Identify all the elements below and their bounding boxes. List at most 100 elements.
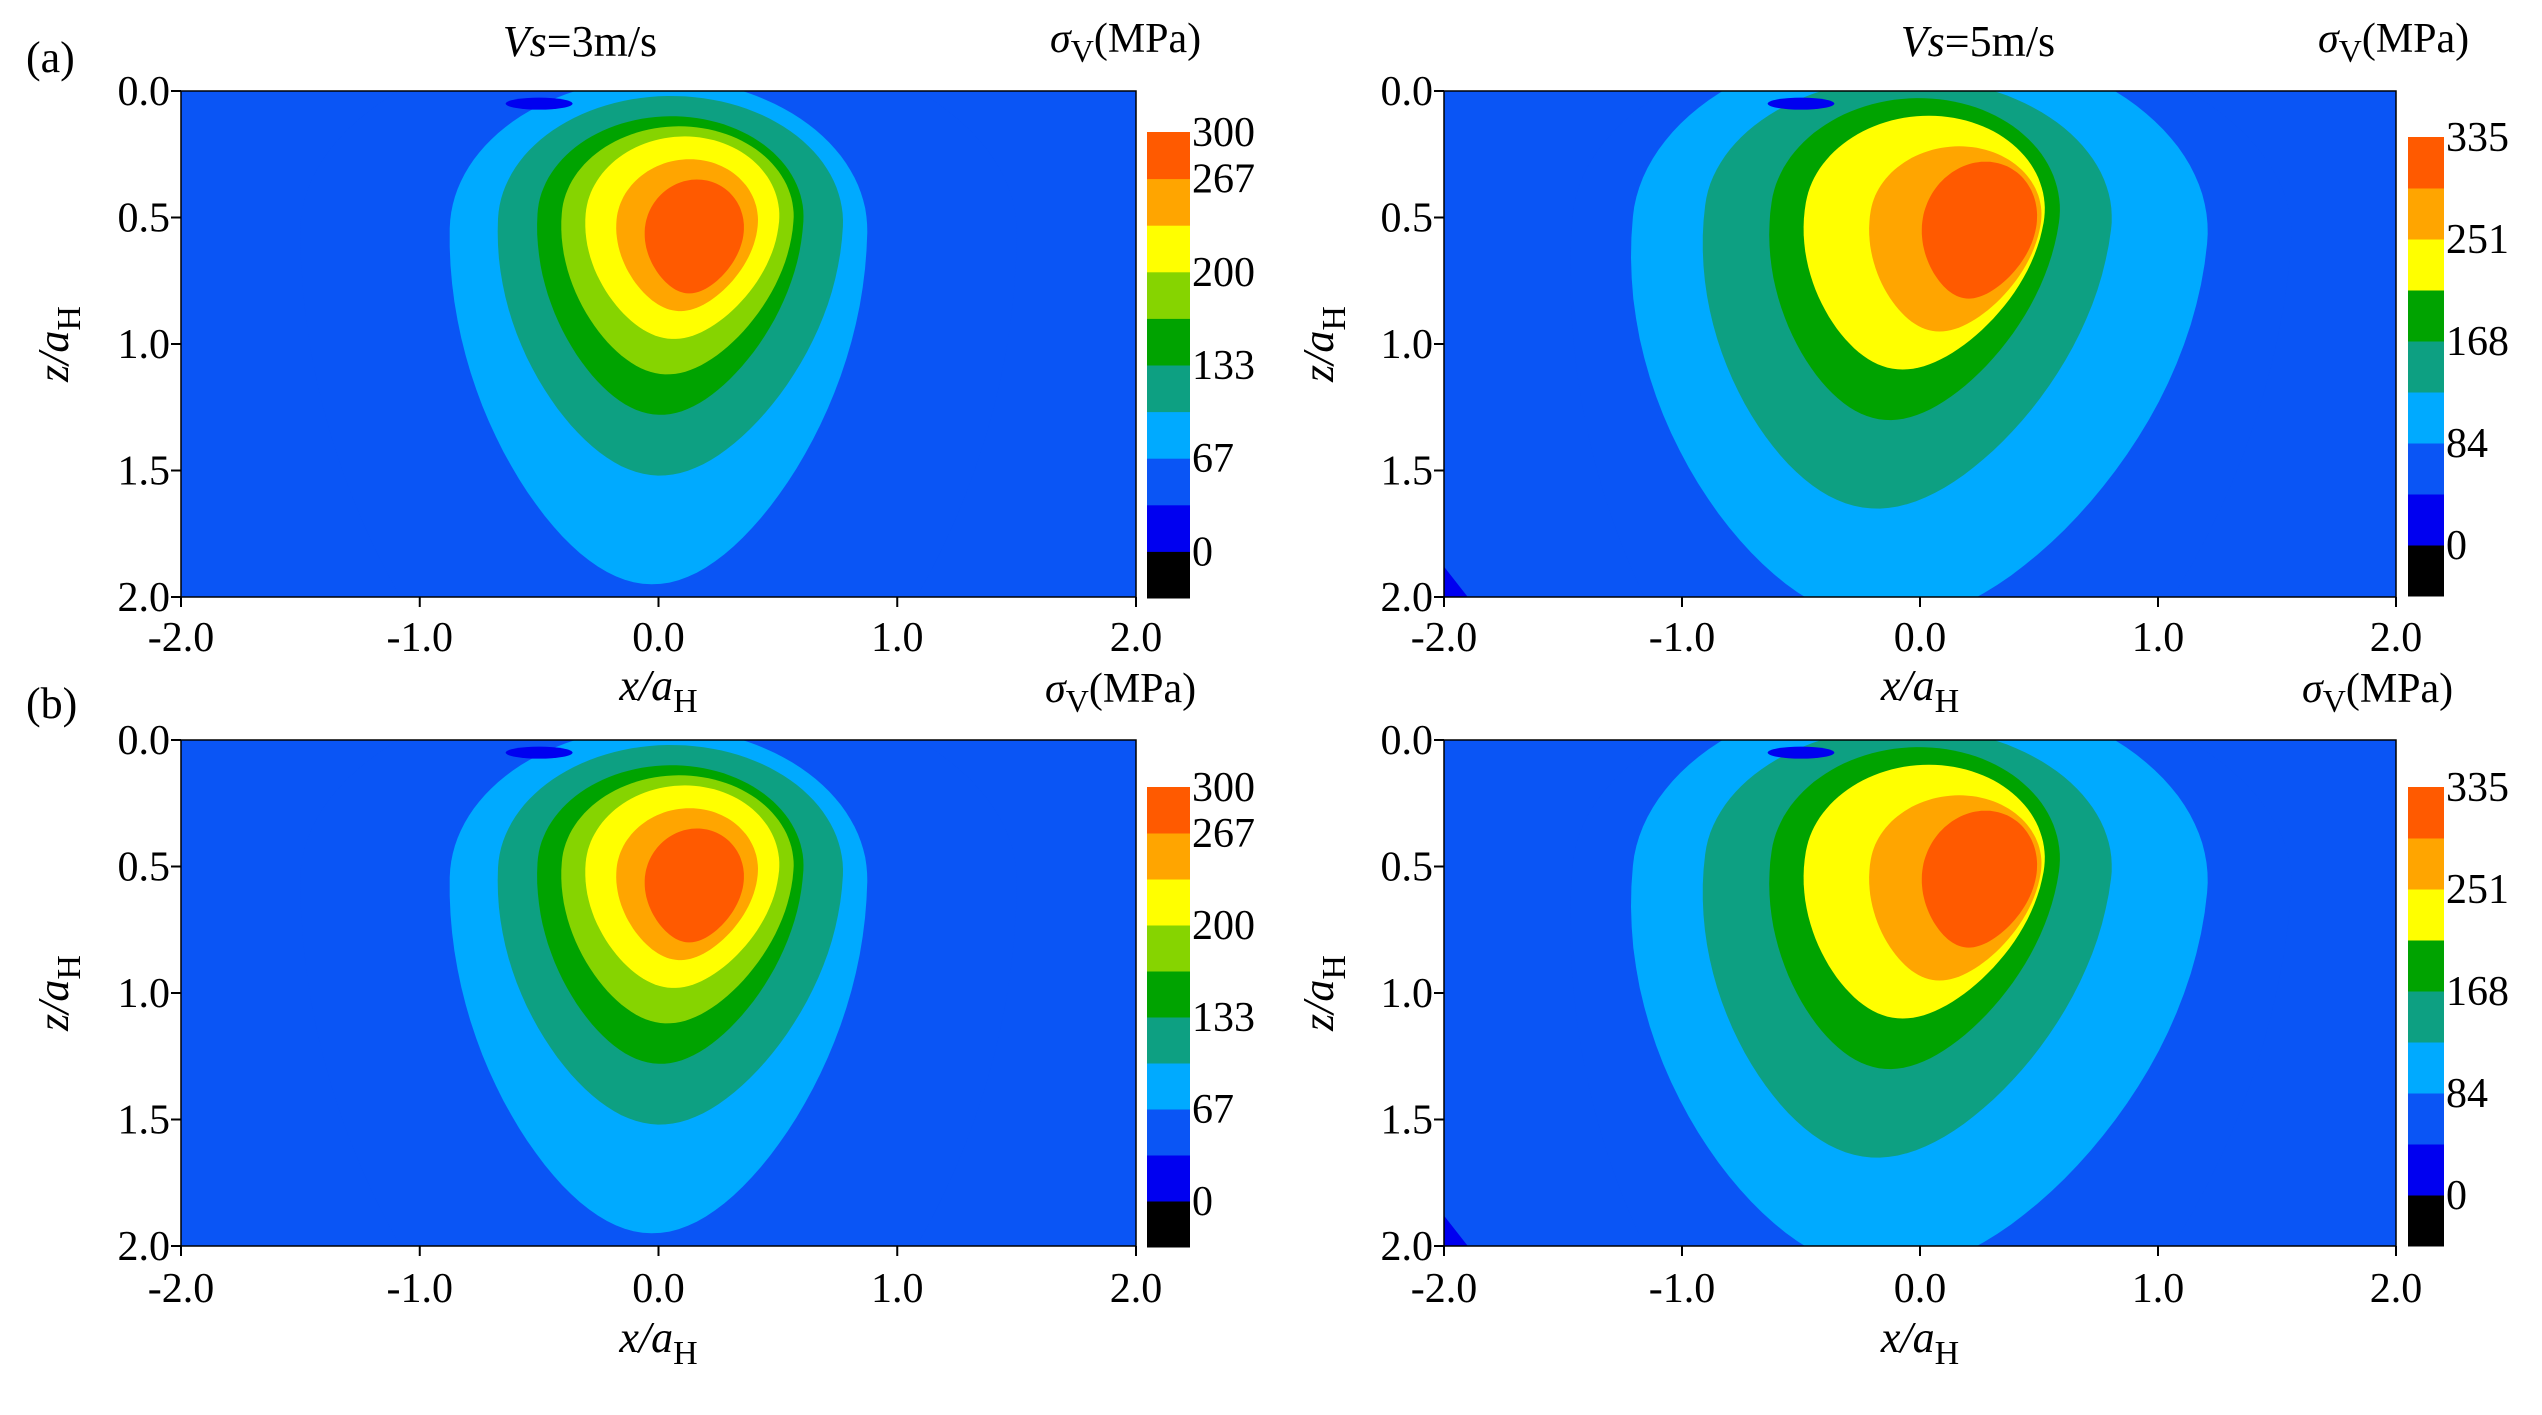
y-tick-label: 1.0: [1381, 322, 1434, 368]
y-tick-label: 1.0: [1381, 971, 1434, 1017]
colorbar-tick-label: 200: [1192, 250, 1255, 296]
colorbar-tick-label: 133: [1192, 995, 1255, 1041]
colorbar-segment: [1147, 1017, 1190, 1064]
colorbar-segment: [2408, 787, 2444, 839]
y-tick-label: 0.5: [118, 845, 171, 891]
x-axis-label: x/aH: [1880, 1313, 1959, 1372]
corner-patch: [1444, 1215, 1468, 1246]
x-tick-label: -2.0: [148, 615, 215, 661]
x-tick-label: -1.0: [1649, 1266, 1716, 1312]
colorbar-tick-label: 335: [2446, 765, 2509, 811]
y-tick-label: 0.5: [1381, 196, 1434, 242]
panel-a-left: -2.0 -1.0 0.0 1.0 2.0 0.0 0.5 1.0 1.5 2.0 x/aH z/aH…: [29, 16, 1255, 720]
colorbar-tick-label: 267: [1192, 157, 1255, 203]
colorbar-segment: [2408, 1195, 2444, 1247]
x-axis-label: x/aH: [618, 1313, 697, 1372]
x-tick-label: 2.0: [2370, 1266, 2423, 1312]
y-tick-label: 1.0: [118, 971, 171, 1017]
y-tick-label: 1.5: [1381, 449, 1434, 495]
row-label-b: (b): [26, 679, 77, 728]
contour-area: [1444, 740, 2396, 1246]
colorbar-segment: [2408, 1144, 2444, 1196]
y-tick-label: 1.0: [118, 322, 171, 368]
x-tick-label: -2.0: [1411, 615, 1478, 661]
contour-area: [181, 740, 1136, 1246]
colorbar-segment: [1147, 833, 1190, 880]
x-tick-label: -1.0: [387, 1266, 454, 1312]
colorbar-segment: [1147, 1063, 1190, 1110]
contour-area: [1444, 91, 2396, 597]
colorbar-segment: [2408, 290, 2444, 342]
colorbar-segment: [1147, 504, 1190, 552]
colorbar-segment: [2408, 443, 2444, 495]
y-axis-label: z/aH: [1294, 955, 1353, 1032]
colorbar-tick-label: 251: [2446, 867, 2509, 913]
colorbar-title: σV(MPa): [2302, 666, 2453, 719]
colorbar-segment: [1147, 271, 1190, 319]
y-axis-label: z/aH: [1294, 306, 1353, 383]
surface-streak: [505, 746, 573, 759]
colorbar-tick-label: 300: [1192, 110, 1255, 156]
y-tick-label: 2.0: [118, 575, 171, 621]
panel-b-left: -2.0 -1.0 0.0 1.0 2.0 0.0 0.5 1.0 1.5 2.0 x/aH z/aH…: [29, 666, 1255, 1372]
colorbar-segment: [1147, 225, 1190, 273]
y-tick-label: 0.0: [118, 69, 171, 115]
x-axis-label: x/aH: [1880, 661, 1959, 720]
corner-patch: [1444, 566, 1468, 597]
colorbar-title: σV(MPa): [2318, 16, 2469, 69]
y-tick-label: 0.0: [1381, 69, 1434, 115]
x-tick-label: 1.0: [871, 1266, 924, 1312]
colorbar-segment: [2408, 889, 2444, 941]
x-tick-label: 2.0: [1110, 1266, 1163, 1312]
x-tick-label: 0.0: [1894, 615, 1947, 661]
colorbar-segment: [2408, 1042, 2444, 1094]
colorbar-segment: [2408, 991, 2444, 1043]
x-tick-label: -2.0: [148, 1266, 215, 1312]
y-axis-label: z/aH: [29, 955, 88, 1032]
colorbar-segment: [1147, 551, 1190, 599]
x-tick-label: 2.0: [2370, 615, 2423, 661]
colorbar-tick-label: 335: [2446, 115, 2509, 161]
x-axis-label: x/aH: [618, 661, 697, 720]
colorbar-tick-label: 67: [1192, 436, 1234, 482]
x-tick-label: 0.0: [632, 1266, 685, 1312]
colorbar-tick-label: 267: [1192, 811, 1255, 857]
x-tick-label: 2.0: [1110, 615, 1163, 661]
row-label-a: (a): [26, 33, 75, 82]
colorbar-tick-label: 300: [1192, 765, 1255, 811]
colorbar-segment: [1147, 411, 1190, 459]
contour-level-8: [1921, 810, 2038, 948]
y-tick-label: 2.0: [1381, 575, 1434, 621]
colorbar-segment: [1147, 458, 1190, 506]
colorbar-segment: [2408, 545, 2444, 597]
colorbar-segment: [1147, 178, 1190, 226]
colorbar-tick-label: 84: [2446, 1071, 2488, 1117]
surface-streak: [505, 97, 573, 110]
colorbar-segment: [1147, 1201, 1190, 1248]
colorbar-segment: [1147, 365, 1190, 413]
contour-area: [181, 91, 1136, 597]
y-tick-label: 2.0: [1381, 1224, 1434, 1270]
colorbar-tick-label: 0: [1192, 1179, 1213, 1225]
colorbar-title: σV(MPa): [1045, 666, 1196, 719]
surface-streak: [1767, 97, 1835, 110]
panels: -2.0 -1.0 0.0 1.0 2.0 0.0 0.5 1.0 1.5 2.0 x/aH z/aH…: [29, 16, 2509, 1372]
colorbar-tick-label: 0: [1192, 529, 1213, 575]
contour-level-8: [1921, 161, 2038, 299]
panel-title: Vs=5m/s: [1901, 17, 2055, 66]
colorbar-tick-label: 168: [2446, 319, 2509, 365]
colorbar-segment: [2408, 940, 2444, 992]
panel-b-right: -2.0 -1.0 0.0 1.0 2.0 0.0 0.5 1.0 1.5 2.0 x/aH z/aH…: [1294, 666, 2509, 1372]
y-tick-label: 0.0: [118, 718, 171, 764]
colorbar-segment: [2408, 341, 2444, 393]
colorbar-tick-label: 251: [2446, 217, 2509, 263]
x-tick-label: 1.0: [2132, 1266, 2185, 1312]
colorbar-tick-label: 200: [1192, 903, 1255, 949]
colorbar-segment: [2408, 392, 2444, 444]
x-tick-label: -1.0: [1649, 615, 1716, 661]
y-tick-label: 0.0: [1381, 718, 1434, 764]
surface-streak: [1767, 746, 1835, 759]
x-tick-label: 1.0: [2132, 615, 2185, 661]
x-tick-label: 0.0: [632, 615, 685, 661]
